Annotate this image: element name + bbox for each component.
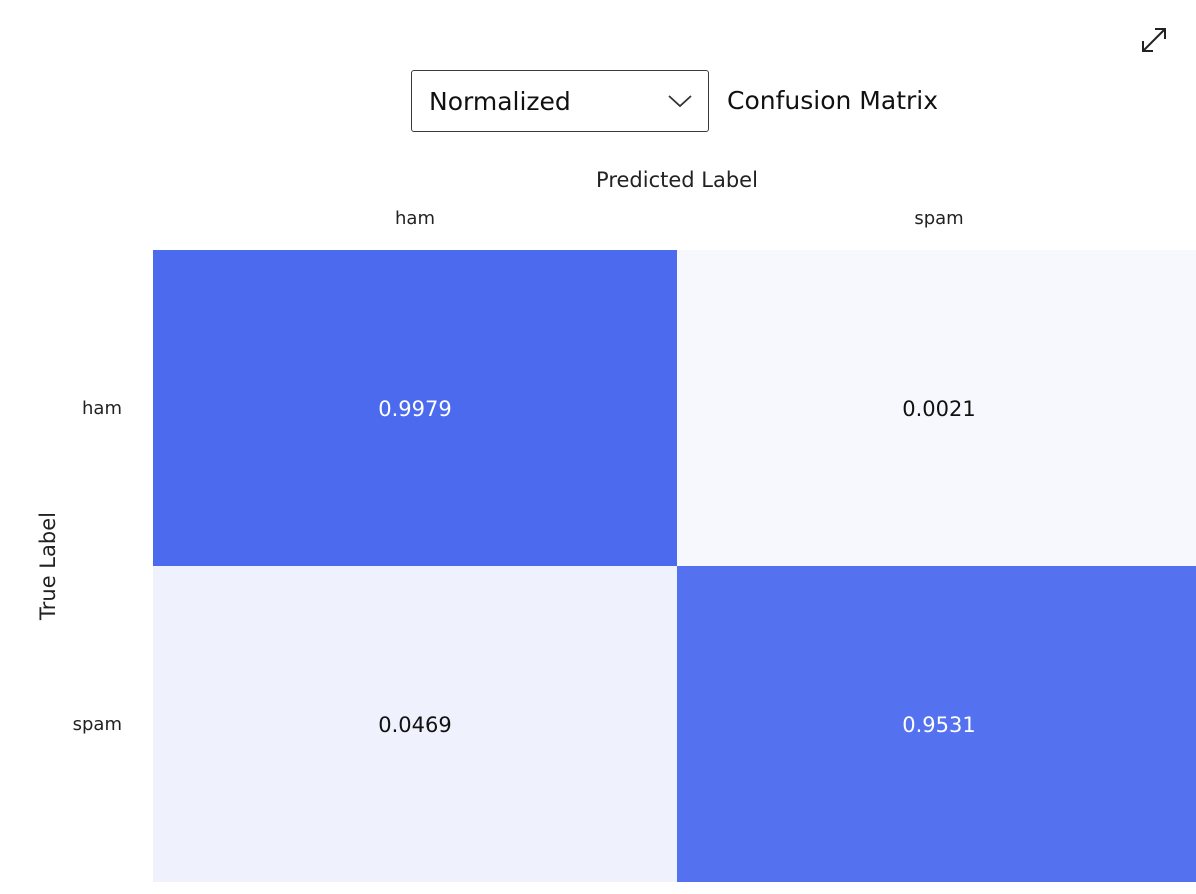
- cell-value-label-spam-ham: 0.0469: [378, 713, 451, 737]
- heatmap-cell-spam-spam[interactable]: [677, 566, 1196, 882]
- chevron-down-icon: [666, 91, 694, 111]
- chart-title: Confusion Matrix: [727, 86, 939, 115]
- matrix-mode-dropdown[interactable]: Normalized: [411, 70, 709, 132]
- cell-value-label-spam-spam: 0.9531: [902, 713, 975, 737]
- cell-value-label-ham-spam: 0.0021: [902, 397, 975, 421]
- cell-value-label-ham-ham: 0.9979: [378, 397, 451, 421]
- x-axis-title: Predicted Label: [596, 168, 758, 192]
- heatmap-cell-spam-ham[interactable]: [153, 566, 677, 882]
- heatmap-cell-ham-ham[interactable]: [153, 250, 677, 566]
- x-tick-label-ham: ham: [395, 208, 435, 229]
- expand-icon[interactable]: [1134, 20, 1174, 60]
- y-tick-label-ham: ham: [82, 398, 122, 419]
- heatmap-cell-ham-spam[interactable]: [677, 250, 1196, 566]
- matrix-mode-selected-value: Normalized: [429, 86, 571, 116]
- x-tick-label-spam: spam: [914, 208, 963, 229]
- y-tick-label-spam: spam: [73, 714, 122, 735]
